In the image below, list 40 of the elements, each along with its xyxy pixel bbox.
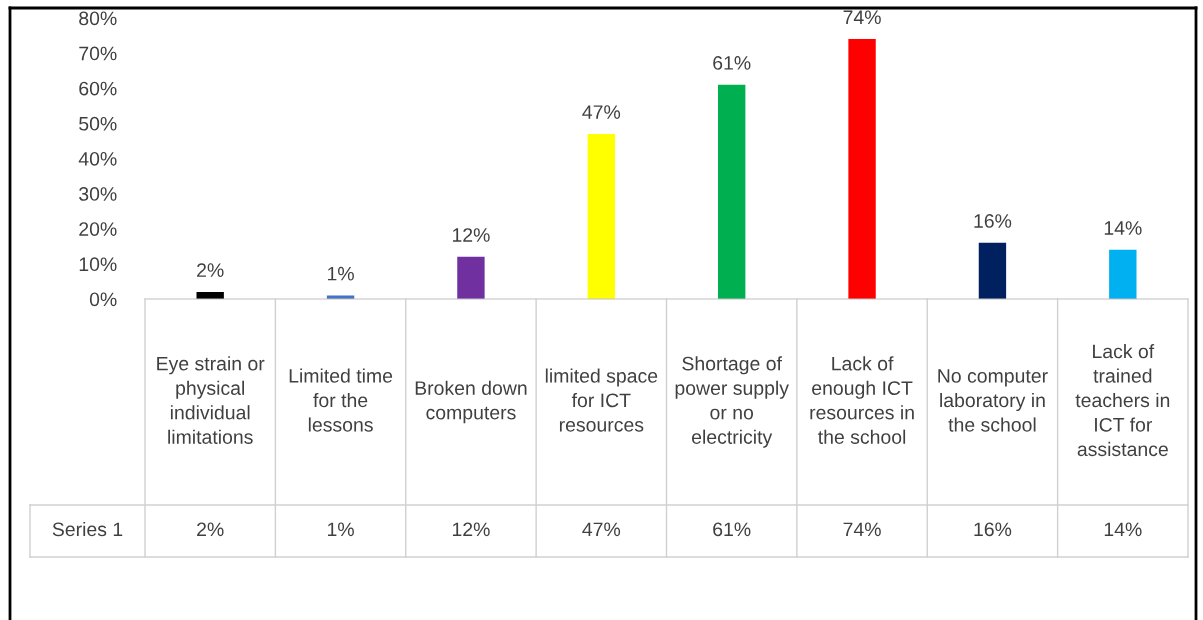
data-label: 16% — [974, 522, 1012, 537]
data-label: 14% — [1104, 522, 1142, 537]
x-tick-label: Shortage of power supply or no electricity — [675, 356, 789, 448]
text: 14% — [1104, 221, 1142, 235]
x-tick-label: No computer laboratory in the school — [938, 369, 1048, 432]
data-label: 61% — [713, 522, 751, 537]
x-tick-label: Broken down computers — [415, 380, 527, 424]
data-label: 47% — [582, 522, 621, 537]
y-tick-label: 30% — [79, 187, 117, 201]
bar — [848, 39, 876, 299]
y-tick-label: 60% — [79, 81, 117, 96]
x-tick-label: Limited time for the lessons — [289, 368, 393, 432]
data-label: 2% — [197, 522, 224, 537]
y-tick-label: 80% — [79, 11, 117, 26]
y-tick-label: 50% — [79, 116, 117, 131]
y-tick-label: 0% — [89, 292, 117, 307]
y-tick-label: 70% — [79, 46, 117, 61]
text: 2% — [197, 263, 224, 277]
text: 61% — [713, 56, 751, 70]
y-tick-label: 40% — [78, 151, 117, 166]
data-label: 12% — [452, 522, 490, 537]
data-label: 74% — [843, 522, 881, 537]
data-label: 1% — [327, 522, 354, 537]
x-tick-label: limited space for ICT resources — [545, 368, 658, 432]
bar — [978, 242, 1007, 299]
y-tick-label: 20% — [79, 222, 117, 236]
text: 12% — [452, 228, 490, 242]
text: 16% — [974, 214, 1012, 228]
x-tick-label: Lack of trained teachers in ICT for assistance — [1075, 344, 1170, 457]
bar — [718, 84, 746, 299]
text: 74% — [843, 10, 881, 25]
bar — [1109, 249, 1137, 299]
text: 1% — [327, 266, 354, 281]
x-tick-label: Eye strain or physical individual limitations — [157, 356, 265, 444]
y-tick-label: 10% — [79, 257, 117, 272]
text: Series 1 — [52, 521, 123, 537]
text: 47% — [582, 105, 621, 119]
bar — [587, 133, 615, 299]
x-tick-label: Lack of enough ICT resources in the school — [810, 356, 914, 444]
bar — [457, 256, 485, 299]
